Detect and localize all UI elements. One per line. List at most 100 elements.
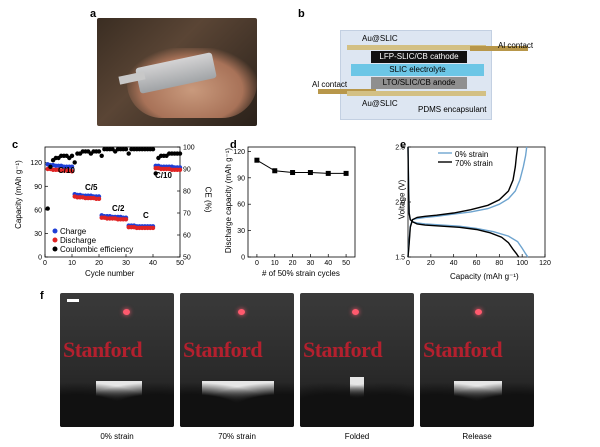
led-light (352, 309, 359, 315)
electrolyte-layer: SLIC electrolyte (351, 64, 484, 76)
demo-photo-folded: Stanford (300, 293, 414, 427)
top-gold-layer (347, 45, 486, 50)
panel-b-label: b (298, 8, 305, 20)
chart-c-point-coulombic-efficiency (99, 153, 104, 158)
legend-discharge: Discharge (60, 236, 97, 245)
chart-c-point-discharge (150, 225, 156, 231)
legend-ce: Coulombic efficiency (60, 245, 134, 254)
chart-c-ytick-label: 60 (34, 207, 42, 214)
chart-c-y2tick-label: 60 (183, 233, 191, 240)
chart-d-ytick-label: 90 (237, 175, 245, 182)
chart-c-point-discharge (123, 217, 129, 222)
chart-c-point-coulombic-efficiency (150, 147, 156, 152)
chart-e-discharge-70-strain (407, 146, 520, 258)
chart-c-point-discharge (69, 169, 75, 174)
chart-c-y2tick-label: 70 (183, 211, 191, 218)
chart-d-ytick-label: 120 (233, 149, 245, 156)
demo-photo-0-strain: Stanford (60, 293, 174, 427)
stanford-sign: Stanford (423, 337, 503, 362)
chart-e-xlabel: Capacity (mAh g⁻¹) (450, 272, 519, 281)
chart-e-charge-70-strain (407, 146, 519, 258)
rate-label-c2: C/2 (112, 204, 125, 213)
legend-0-strain: 0% strain (455, 150, 489, 159)
chart-c-ytick-label: 0 (38, 255, 42, 262)
chart-c-point-coulombic-efficiency (72, 160, 77, 165)
chart-c-legend-marker (52, 237, 58, 243)
chart-d-ytick-label: 30 (237, 228, 245, 235)
chart-c-ytick-label: 90 (34, 184, 42, 191)
rate-label-c: C (143, 211, 149, 220)
chart-c-point-coulombic-efficiency (126, 151, 131, 156)
chart-c-xtick-label: 0 (43, 260, 47, 267)
gloved-hands (60, 377, 174, 427)
chart-e-ytick-label: 2.5 (395, 145, 405, 152)
chart-d-point (307, 170, 313, 176)
chart-c-xtick-label: 20 (95, 260, 103, 267)
chart-e-xtick-label: 120 (539, 260, 551, 267)
stanford-sign: Stanford (63, 337, 143, 362)
rate-label-c10-a: C/10 (58, 166, 75, 175)
chart-e-xtick-label: 80 (495, 260, 503, 267)
chart-c-xtick-label: 10 (68, 260, 76, 267)
chart-d-point (272, 168, 278, 174)
panel-a-label: a (90, 8, 97, 20)
al-contact-right-label: Al contact (498, 41, 534, 50)
chart-c-xtick-label: 50 (176, 260, 184, 267)
chart-c-ytick-label: 30 (34, 231, 42, 238)
chart-e-xtick-label: 40 (450, 260, 458, 267)
chart-d-xtick-label: 20 (289, 260, 297, 267)
chart-d-xlabel: # of 50% strain cycles (262, 269, 340, 278)
chart-d-ytick-label: 0 (241, 255, 245, 262)
chart-c-y2tick-label: 90 (183, 167, 191, 174)
chart-d-point (325, 170, 331, 176)
chart-d-ytick-label: 60 (237, 202, 245, 209)
chart-c-y2tick-label: 80 (183, 189, 191, 196)
led-light (123, 309, 130, 315)
legend-70-strain: 70% strain (455, 159, 493, 168)
al-contact-left-label: Al contact (312, 80, 348, 89)
chart-c-ytick-label: 120 (30, 160, 42, 167)
chart-c-legend-marker (52, 246, 58, 252)
gloved-hands (180, 377, 294, 427)
stanford-sign: Stanford (183, 337, 263, 362)
au-slic-bottom-label: Au@SLIC (362, 99, 398, 108)
demo-photo-70-strain: Stanford (180, 293, 294, 427)
anode-layer: LTO/SLIC/CB anode (371, 77, 467, 89)
chart-c-point-coulombic-efficiency (153, 171, 158, 176)
white-scale-bar (67, 299, 79, 302)
chart-d-xtick-label: 40 (324, 260, 332, 267)
chart-e-xtick-label: 60 (473, 260, 481, 267)
cathode-layer: LFP-SLIC/CB cathode (371, 51, 467, 63)
rate-label-c5: C/5 (85, 183, 98, 192)
chart-d-xtick-label: 0 (255, 260, 259, 267)
chart-e-ytick-label: 2.0 (395, 200, 405, 207)
chart-e-ylabel: Voltage (V) (397, 179, 407, 220)
caption-release: Release (462, 432, 492, 441)
rate-label-c10-b: C/10 (155, 171, 172, 180)
chart-c-point-coulombic-efficiency (45, 206, 50, 211)
demo-photo-release: Stanford (420, 293, 534, 427)
chart-e-xtick-label: 0 (406, 260, 410, 267)
led-light (238, 309, 245, 315)
chart-c-y2label: CE (%) (203, 186, 213, 213)
caption-0-strain: 0% strain (100, 432, 134, 441)
gloved-hands (420, 377, 534, 427)
photo-flexible-battery (97, 18, 257, 126)
chart-d-line (256, 159, 347, 174)
chart-c-point-discharge (177, 167, 183, 172)
panel-f-label: f (40, 290, 44, 302)
al-contact-right-bar (470, 46, 528, 51)
chart-d-point (254, 157, 260, 163)
chart-c-point-coulombic-efficiency (48, 164, 53, 169)
gloved-hands (300, 377, 414, 427)
chart-c-point-coulombic-efficiency (123, 147, 129, 152)
bottom-gold-layer (347, 91, 486, 96)
chart-d-xtick-label: 30 (307, 260, 315, 267)
chart-e-ytick-label: 1.5 (395, 255, 405, 262)
chart-d-point (343, 170, 349, 176)
chart-c-xtick-label: 40 (149, 260, 157, 267)
chart-d-xtick-label: 50 (342, 260, 350, 267)
chart-c-y2tick-label: 50 (183, 255, 191, 262)
chart-e-xtick-label: 20 (427, 260, 435, 267)
